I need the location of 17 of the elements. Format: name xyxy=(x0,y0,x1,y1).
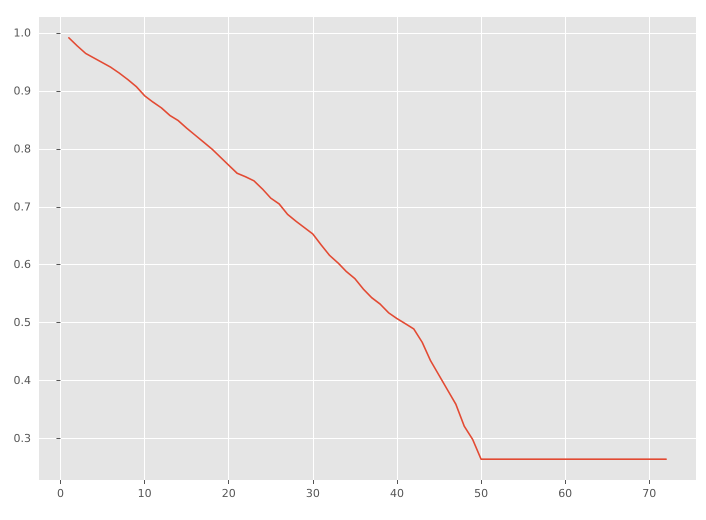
y-tick-label: 0.8 xyxy=(14,142,31,156)
x-tick-label: 20 xyxy=(222,487,236,500)
y-tick-label: 0.4 xyxy=(14,374,31,387)
y-tick-label: 0.7 xyxy=(14,200,31,214)
line-series xyxy=(68,37,667,460)
y-tick-label: 0.5 xyxy=(14,316,31,330)
x-tick-label: 70 xyxy=(642,487,656,500)
y-tick-label: 0.6 xyxy=(14,258,31,272)
x-tick-label: 0 xyxy=(56,487,64,500)
y-tick-label: 0.9 xyxy=(14,84,31,98)
x-tick-label: 30 xyxy=(306,487,320,500)
y-tick-label: 1.0 xyxy=(14,26,31,40)
x-tick-label: 60 xyxy=(558,487,572,500)
x-tick-label: 50 xyxy=(474,487,488,500)
x-tick-label: 40 xyxy=(390,487,404,500)
x-tick-label: 10 xyxy=(138,487,152,500)
y-tick-label: 0.3 xyxy=(14,432,31,445)
